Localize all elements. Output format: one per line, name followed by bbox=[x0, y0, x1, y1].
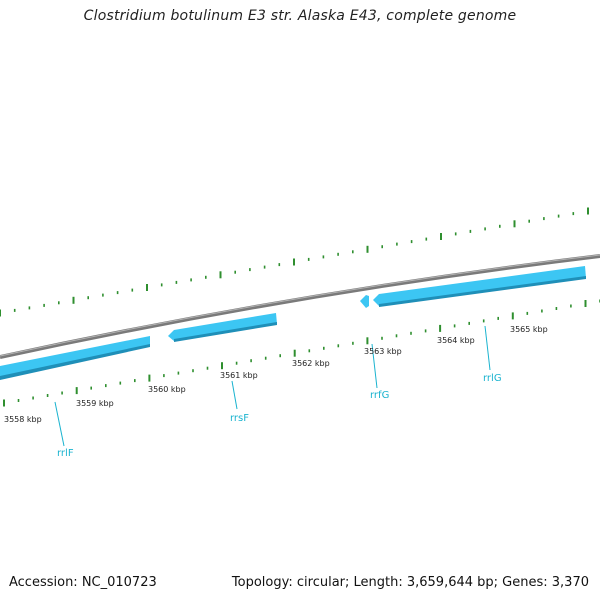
genome-backbone-highlight bbox=[0, 254, 600, 357]
scale-label: 3563 kbp bbox=[364, 347, 402, 356]
scale-label: 3559 kbp bbox=[76, 399, 114, 408]
upper-tick-track bbox=[0, 207, 589, 317]
scale-label: 3564 kbp bbox=[437, 336, 475, 345]
scale-label: 3558 kbp bbox=[4, 415, 42, 424]
gene-rrlG-leader bbox=[484, 325, 491, 371]
gene-rrlF-leader bbox=[54, 401, 65, 447]
scale-label: 3561 kbp bbox=[220, 371, 258, 380]
gene-label: rrfG bbox=[370, 390, 389, 401]
scale-label: 3562 kbp bbox=[292, 359, 330, 368]
gene-rrlF-arrow[interactable] bbox=[0, 336, 150, 380]
accession-label: Accession: NC_010723 bbox=[9, 575, 157, 590]
lower-tick-track bbox=[3, 299, 600, 407]
scale-label: 3565 kbp bbox=[510, 325, 548, 334]
genome-title: Clostridium botulinum E3 str. Alaska E43… bbox=[83, 8, 517, 24]
gene-rrsF-leader bbox=[231, 380, 238, 410]
gene-rrfG-leader bbox=[371, 343, 378, 389]
genome-summary-label: Topology: circular; Length: 3,659,644 bp… bbox=[231, 575, 589, 590]
gene-label: rrlF bbox=[57, 448, 74, 459]
gene-label: rrsF bbox=[230, 413, 249, 424]
gene-rrsF-arrow[interactable] bbox=[168, 313, 277, 342]
gene-label: rrlG bbox=[483, 373, 502, 384]
gene-rrlG-arrow[interactable] bbox=[373, 266, 586, 307]
genome-backbone bbox=[0, 254, 600, 359]
scale-label: 3560 kbp bbox=[148, 385, 186, 394]
gene-rrfG-arrow[interactable] bbox=[360, 295, 369, 308]
